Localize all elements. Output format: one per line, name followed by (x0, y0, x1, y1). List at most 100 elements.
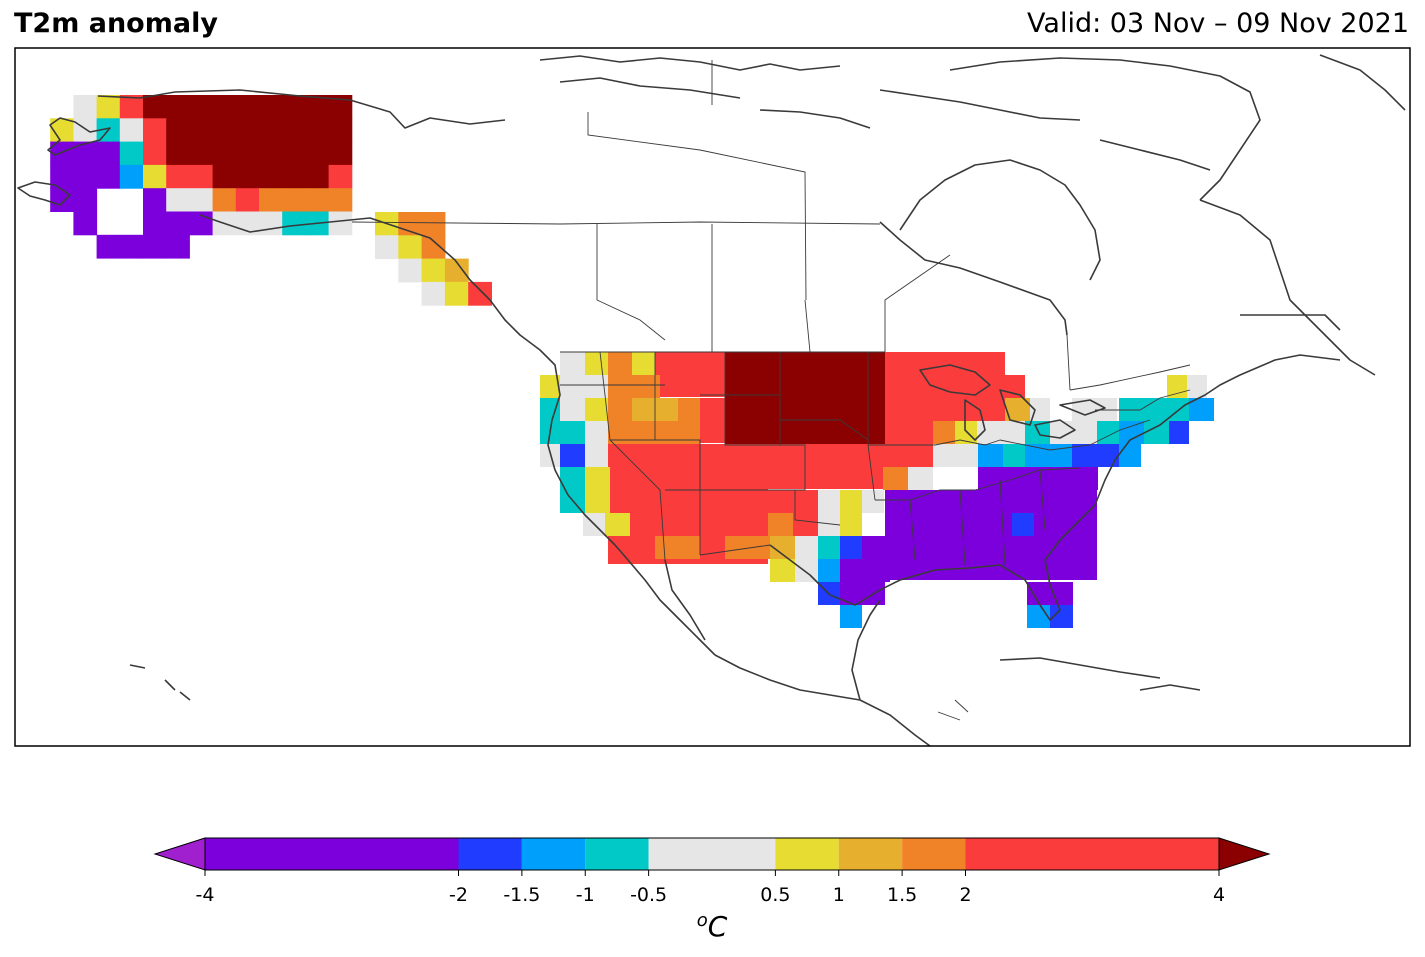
colorbar-tick-label: 4 (1213, 884, 1225, 906)
colorbar-segment (585, 838, 649, 870)
anomaly-cell (1025, 444, 1050, 467)
colorbar-over-arrow (1218, 837, 1271, 871)
anomaly-cell (1002, 421, 1025, 444)
anomaly-cell (119, 95, 144, 119)
anomaly-cell (328, 211, 353, 236)
anomaly-cell (585, 398, 608, 421)
anomaly-cell (143, 188, 167, 212)
anomaly-cell (212, 95, 237, 119)
colorbar-segment (902, 838, 966, 870)
anomaly-cell (259, 141, 283, 166)
anomaly-cell (305, 118, 330, 143)
anomaly-cell (282, 118, 306, 143)
anomaly-cell (978, 444, 1003, 467)
anomaly-cell (840, 490, 862, 513)
anomaly-cell (421, 258, 446, 283)
anomaly-cell (862, 490, 884, 513)
anomaly-cell (212, 164, 237, 189)
anomaly-cell (73, 141, 98, 166)
anomaly-cell (375, 235, 399, 260)
anomaly-cell (328, 164, 353, 189)
anomaly-cell (883, 467, 908, 490)
anomaly-cell (655, 352, 725, 397)
anomaly-cell (50, 141, 74, 166)
anomaly-cell (143, 211, 167, 236)
anomaly-cell (933, 444, 978, 467)
anomaly-cell (189, 188, 214, 212)
anomaly-cell (143, 234, 167, 259)
anomaly-cell (768, 490, 818, 513)
anomaly-cell (444, 258, 469, 283)
anomaly-cell (770, 559, 795, 582)
anomaly-cell (840, 536, 862, 559)
anomaly-cell (585, 421, 608, 444)
colorbar-frame (204, 837, 1220, 871)
anomaly-cell (955, 421, 977, 444)
anomaly-cell (143, 118, 167, 143)
anomaly-cell (235, 118, 260, 143)
anomaly-cell (1119, 421, 1144, 444)
anomaly-cell (328, 95, 353, 119)
anomaly-cell (235, 164, 260, 189)
map-title: T2m anomaly (14, 8, 218, 39)
anomaly-cell (560, 375, 608, 398)
colorbar-ticks: -4 -2 -1.5 -1 -0.5 0.5 1 1.5 2 4 (196, 870, 1225, 906)
anomaly-cell (282, 211, 306, 236)
anomaly-cell (421, 235, 446, 260)
anomaly-cell (421, 281, 446, 306)
anomaly-cell (444, 281, 469, 306)
anomaly-cell (908, 444, 933, 467)
anomaly-cell (630, 513, 655, 536)
anomaly-cell (1072, 398, 1117, 421)
anomaly-cell (328, 118, 353, 143)
colorbar-segment (458, 838, 522, 870)
anomaly-cell (725, 352, 885, 444)
anomaly-cell (585, 444, 610, 467)
anomaly-cell (235, 95, 260, 119)
anomaly-cell (560, 352, 585, 375)
anomaly-cell (560, 398, 585, 421)
map-frame (14, 47, 1411, 747)
political-borders (351, 60, 1191, 721)
anomaly-cell (885, 490, 1097, 580)
anomaly-cell (1012, 513, 1034, 536)
colorbar-segment (648, 838, 776, 870)
coastlines (17, 54, 1406, 746)
colorbar-tick-label: 1 (833, 884, 845, 906)
anomaly-cell (818, 559, 840, 582)
anomaly-cell (305, 95, 330, 119)
anomaly-cell (585, 467, 610, 490)
anomaly-cell (1187, 375, 1207, 398)
anomaly-cell (468, 281, 492, 306)
anomaly-cell (1169, 421, 1189, 444)
colorbar-segment (521, 838, 586, 870)
anomaly-cell (166, 234, 190, 259)
anomaly-cell (50, 118, 74, 143)
anomaly-cell (1025, 421, 1050, 444)
anomaly-cell (840, 559, 890, 582)
anomaly-cell (560, 444, 585, 467)
anomaly-cell (305, 188, 330, 212)
anomaly-cell (840, 605, 862, 628)
anomaly-cell (840, 513, 862, 536)
colorbar-segment (205, 838, 459, 870)
anomaly-cell (1005, 398, 1030, 421)
anomaly-cell (862, 536, 885, 559)
anomaly-grid-cells (50, 95, 1214, 628)
anomaly-cell (1050, 605, 1073, 628)
anomaly-cell (795, 536, 820, 559)
anomaly-cell (189, 141, 214, 166)
anomaly-cell (96, 141, 121, 166)
anomaly-cell (818, 536, 840, 559)
anomaly-cell (282, 164, 306, 189)
anomaly-cell (818, 490, 840, 513)
anomaly-cell (908, 467, 933, 490)
anomaly-cell (96, 234, 121, 259)
anomaly-cell (1119, 398, 1169, 421)
anomaly-cell (143, 141, 167, 166)
anomaly-cell (282, 141, 306, 166)
colorbar-segments (153, 837, 1271, 871)
anomaly-cell (1072, 421, 1097, 444)
anomaly-cell (560, 467, 585, 490)
